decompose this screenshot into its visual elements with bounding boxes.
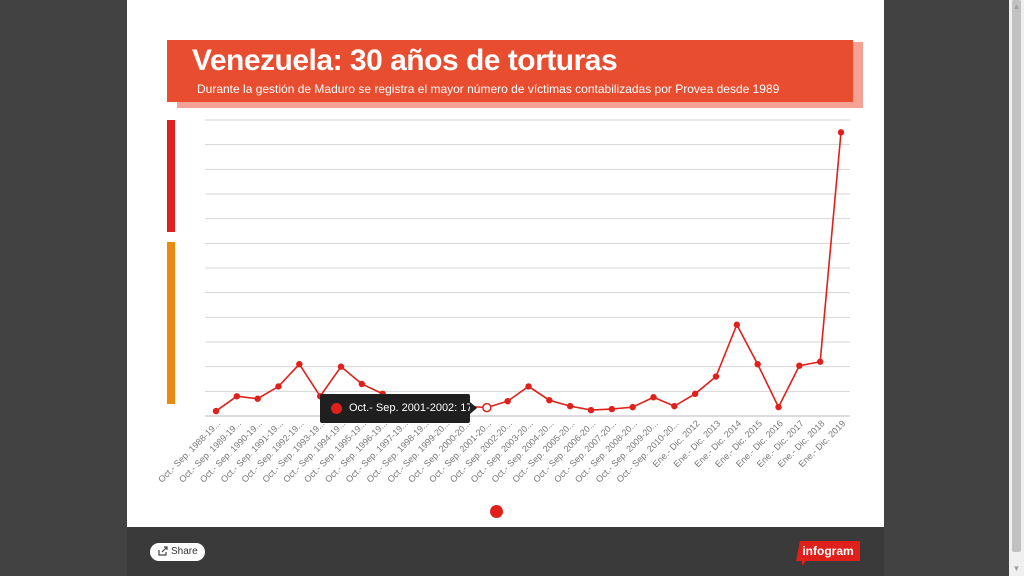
data-point[interactable] bbox=[546, 397, 553, 404]
share-icon bbox=[158, 546, 168, 556]
share-label: Share bbox=[171, 546, 198, 557]
infogram-logo-text: infogram bbox=[802, 544, 854, 558]
data-point[interactable] bbox=[212, 407, 220, 415]
data-point[interactable] bbox=[358, 380, 366, 388]
x-axis-tick-labels: Oct.- Sep. 1988-19...Oct.- Sep. 1989-19.… bbox=[156, 418, 847, 484]
side-accent-bar-orange bbox=[167, 242, 175, 404]
data-point[interactable] bbox=[254, 395, 261, 402]
data-point[interactable] bbox=[733, 321, 741, 328]
tooltip-label: Oct.- Sep. 2001-2002: 17 bbox=[349, 402, 473, 414]
data-point[interactable] bbox=[608, 405, 616, 413]
page-title: Venezuela: 30 años de torturas bbox=[192, 44, 618, 77]
tooltip-series-dot bbox=[331, 403, 342, 414]
footer-bar bbox=[127, 527, 884, 576]
side-accent-bar-red bbox=[167, 120, 175, 232]
infogram-logo[interactable]: infogram bbox=[796, 541, 860, 566]
scrollbar-thumb[interactable] bbox=[1012, 0, 1021, 552]
data-point[interactable] bbox=[296, 361, 303, 368]
data-point[interactable] bbox=[629, 403, 636, 411]
scroll-up-arrow-icon[interactable]: ▲ bbox=[1012, 2, 1021, 11]
data-point[interactable] bbox=[691, 390, 699, 397]
data-point[interactable] bbox=[796, 362, 803, 369]
slide-pager-dot[interactable] bbox=[490, 505, 503, 518]
infogram-logo-badge bbox=[796, 541, 860, 566]
data-point[interactable] bbox=[712, 373, 720, 380]
data-tooltip: Oct.- Sep. 2001-2002: 17 bbox=[320, 394, 473, 423]
data-point[interactable] bbox=[233, 393, 241, 400]
data-points bbox=[212, 129, 845, 415]
title-banner bbox=[167, 40, 853, 102]
data-point[interactable] bbox=[837, 129, 845, 136]
page-subtitle: Durante la gestión de Maduro se registra… bbox=[197, 82, 780, 96]
data-point[interactable] bbox=[566, 402, 574, 410]
data-point[interactable] bbox=[775, 403, 782, 411]
grid-lines bbox=[205, 119, 850, 417]
data-point[interactable] bbox=[587, 406, 595, 414]
data-point[interactable] bbox=[504, 398, 511, 405]
series-line bbox=[215, 132, 842, 412]
data-point[interactable] bbox=[754, 361, 761, 368]
tooltip-pointer bbox=[470, 402, 477, 414]
scroll-down-arrow-icon[interactable]: ▼ bbox=[1012, 564, 1021, 573]
series-line-layer bbox=[215, 132, 842, 412]
data-point[interactable] bbox=[337, 363, 345, 370]
data-point[interactable] bbox=[275, 383, 282, 390]
data-point-highlighted[interactable] bbox=[482, 402, 492, 413]
data-point[interactable] bbox=[671, 402, 678, 410]
share-button[interactable]: Share bbox=[150, 543, 205, 561]
data-point[interactable] bbox=[816, 358, 824, 365]
data-point[interactable] bbox=[525, 383, 532, 390]
data-point[interactable] bbox=[650, 394, 657, 401]
